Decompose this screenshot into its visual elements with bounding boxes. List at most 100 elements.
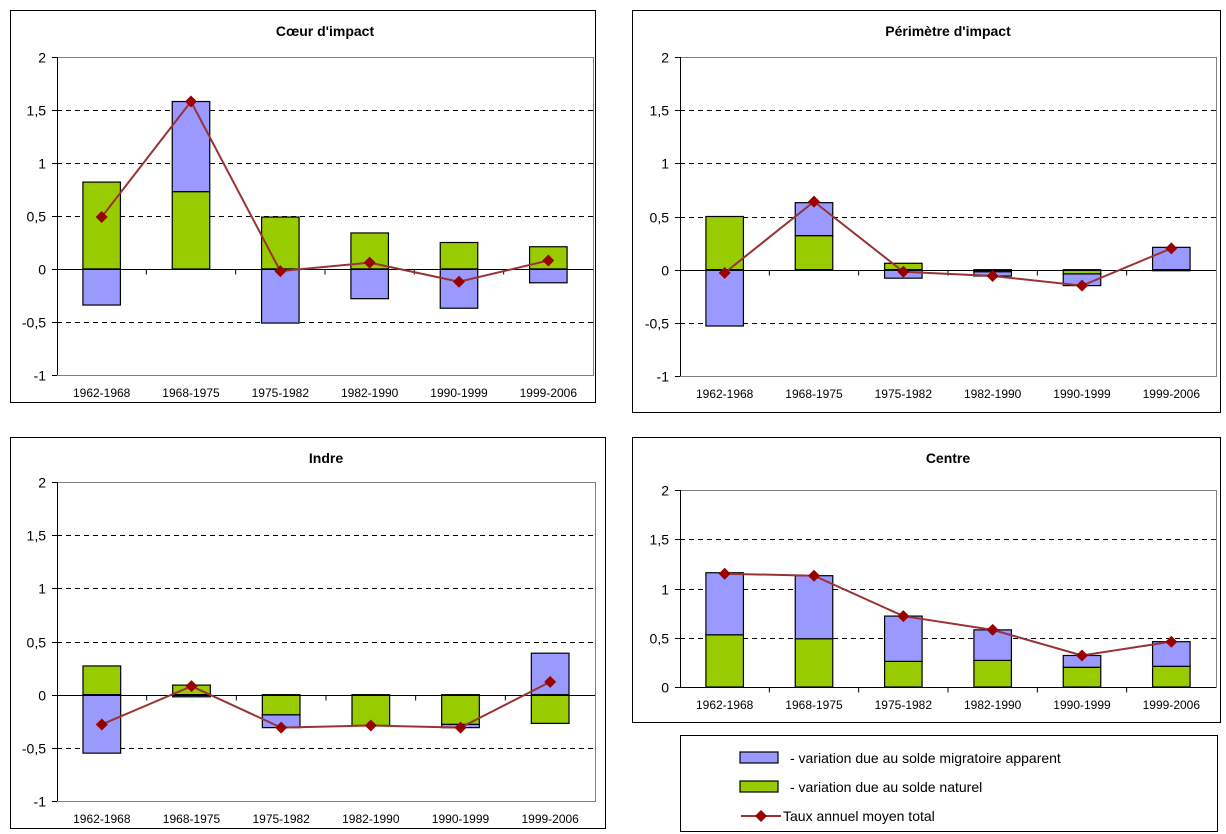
y-tick-label: -1 (34, 368, 47, 384)
y-tick-label: 2 (38, 475, 46, 491)
y-tick-label: 0 (38, 262, 46, 278)
legend-swatch-migratoire (739, 751, 779, 764)
bar-migratoire (171, 100, 211, 193)
x-tick-label: 1982-1990 (964, 698, 1022, 712)
bar-naturel (1151, 665, 1191, 688)
x-tick-label: 1968-1975 (162, 386, 220, 400)
x-tick-label: 1962-1968 (73, 386, 131, 400)
bar-naturel (705, 215, 745, 271)
x-tick-label: 1982-1990 (964, 387, 1022, 401)
x-tick-label: 1975-1982 (875, 387, 933, 401)
x-tick-label: 1962-1968 (696, 698, 754, 712)
point-total (185, 95, 197, 108)
chart-title: Périmètre d'impact (885, 23, 1011, 39)
y-tick-label: 0,5 (650, 631, 670, 647)
x-tick-label: 1975-1982 (252, 812, 310, 826)
point-total (364, 719, 377, 732)
y-tick-label: 0,5 (27, 209, 47, 225)
x-tick-label: 1968-1975 (785, 387, 843, 401)
chart-title: Centre (926, 450, 971, 466)
x-tick-label: 1982-1990 (342, 812, 400, 826)
bar-migratoire (439, 268, 479, 309)
y-tick-label: 2 (38, 50, 46, 66)
y-tick-label: 0,5 (27, 635, 47, 651)
point-total (808, 195, 820, 208)
point-total (363, 256, 376, 269)
legend-label-naturel: - variation due au solde naturel (790, 779, 982, 795)
y-tick-label: 1 (38, 581, 46, 597)
bar-migratoire (528, 268, 568, 284)
y-tick-label: -1 (34, 794, 47, 810)
chart-frame (632, 10, 1221, 413)
x-tick-label: 1962-1968 (696, 387, 754, 401)
series-line-total (724, 572, 1172, 657)
point-total (986, 623, 999, 636)
y-tick-label: 1,5 (27, 528, 47, 544)
point-total (275, 721, 288, 734)
x-tick-label: 1999-2006 (520, 386, 578, 400)
y-tick-label: -0,5 (22, 315, 46, 331)
legend: - variation due au solde migratoire appa… (680, 735, 1218, 832)
x-tick-label: 1968-1975 (163, 812, 221, 826)
point-total (1165, 635, 1178, 648)
y-tick-label: 1 (661, 582, 669, 598)
bar-naturel (261, 694, 301, 716)
x-tick-label: 1999-2006 (521, 812, 579, 826)
y-tick-label: 1 (661, 156, 669, 172)
chart-panel-centre: 0 0,5 1 1,5 2 1962-1968 1968-1975 1975-1982 1982… (632, 437, 1221, 723)
chart-frame (10, 437, 606, 829)
chart-title: Cœur d'impact (276, 23, 375, 39)
legend-label-total: Taux annuel moyen total (783, 808, 935, 824)
x-tick-label: 1990-1999 (432, 812, 490, 826)
y-tick-label: 1,5 (650, 532, 670, 548)
x-tick-label: 1975-1982 (252, 386, 310, 400)
chart-panel-indre: -1 -0,5 0 0,5 1 1,5 2 1962-1968 1968-1975 1975-19… (10, 437, 606, 829)
point-total (544, 675, 557, 688)
point-total (454, 721, 467, 734)
y-tick-label: -0,5 (22, 741, 46, 757)
bar-naturel (1062, 666, 1102, 688)
legend-label-migratoire: - variation due au solde migratoire appa… (790, 750, 1061, 766)
x-tick-label: 1990-1999 (1053, 387, 1111, 401)
bar-naturel (705, 634, 745, 688)
bar-naturel (794, 235, 834, 271)
point-total (897, 610, 910, 623)
point-total (95, 211, 108, 224)
bar-naturel (260, 216, 300, 270)
y-tick-label: 0,5 (650, 210, 670, 226)
bar-migratoire (883, 615, 923, 662)
bar-migratoire (350, 268, 390, 300)
x-tick-label: 1975-1982 (875, 698, 933, 712)
point-total (718, 567, 731, 580)
point-total (1076, 279, 1088, 292)
point-total (986, 270, 999, 283)
bar-naturel (171, 191, 211, 270)
y-tick-label: 0 (661, 263, 669, 279)
y-tick-label: -0,5 (645, 316, 669, 332)
bar-migratoire (705, 572, 745, 636)
y-tick-label: 2 (661, 483, 669, 499)
bar-migratoire (82, 268, 122, 306)
bar-naturel (82, 665, 122, 696)
point-total (1076, 649, 1088, 662)
bar-naturel (973, 659, 1013, 688)
bar-naturel (441, 694, 480, 726)
bar-migratoire (794, 202, 834, 237)
x-tick-label: 1968-1975 (785, 698, 843, 712)
bar-naturel (530, 694, 570, 724)
y-tick-label: 1,5 (650, 103, 670, 119)
y-tick-label: 2 (661, 50, 669, 66)
series-line-total (101, 681, 551, 729)
y-tick-label: 1 (38, 156, 46, 172)
chart-panel-perimetre-impact: -1 -0,5 0 0,5 1 1,5 2 1962-1968 1968-1975 1975-19… (632, 10, 1221, 413)
bar-naturel (883, 660, 923, 688)
point-total (718, 266, 731, 279)
point-total (453, 275, 465, 288)
point-total (542, 254, 555, 267)
bar-naturel (794, 638, 834, 688)
bar-migratoire (705, 269, 745, 327)
x-tick-label: 1962-1968 (73, 812, 131, 826)
chart-panel-coeur-impact: -1 -0,5 0 0,5 1 1,5 2 1962-1968 1968-1975 1975-19… (10, 10, 596, 403)
series-line-total (100, 99, 549, 283)
